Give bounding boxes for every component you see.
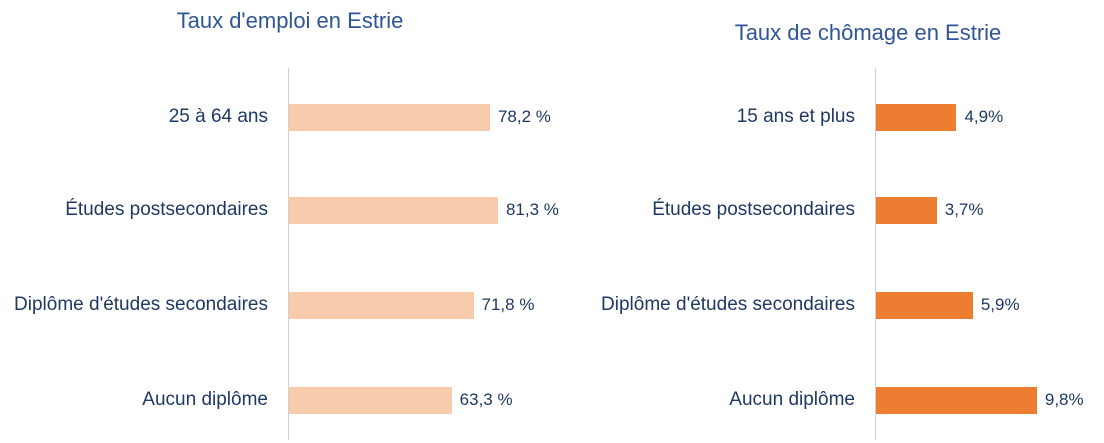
label-text: 15 ans et plus	[736, 106, 855, 127]
category-label: 15 ans et plus	[575, 105, 855, 129]
value-label: 71,8 %	[481, 295, 535, 314]
category-label: Études postsecondaires	[0, 198, 268, 222]
bar	[289, 386, 452, 414]
bar	[289, 196, 498, 224]
value-label: 78,2 %	[497, 107, 551, 126]
label-text: Diplôme d'études secondaires	[14, 294, 268, 315]
value-label: 81,3 %	[505, 200, 559, 219]
bar	[289, 291, 474, 319]
category-label: Diplôme d'études secondaires	[575, 293, 855, 317]
value-label: 9,8%	[1044, 390, 1084, 409]
axis-line	[288, 68, 289, 440]
value-label: 5,9%	[980, 295, 1020, 314]
chart-title: Taux de chômage en Estrie	[734, 20, 1002, 45]
label-text: Diplôme d'études secondaires	[601, 294, 855, 315]
chart-title: Taux d'emploi en Estrie	[176, 8, 404, 33]
category-label: Diplôme d'études secondaires	[0, 293, 268, 317]
category-label: Aucun diplôme	[0, 388, 268, 412]
label-text: Études postsecondaires	[65, 199, 268, 220]
category-label: Aucun diplôme	[575, 388, 855, 412]
value-label: 3,7%	[944, 200, 984, 219]
bar	[876, 291, 973, 319]
bar	[289, 103, 490, 131]
value-label: 63,3 %	[459, 390, 513, 409]
category-label: 25 à 64 ans	[0, 105, 268, 129]
label-text: Aucun diplôme	[729, 389, 855, 410]
label-text: Études postsecondaires	[652, 199, 855, 220]
value-label: 4,9%	[964, 107, 1004, 126]
label-text: Aucun diplôme	[142, 389, 268, 410]
bar	[876, 196, 937, 224]
category-label: Études postsecondaires	[575, 198, 855, 222]
bar	[876, 386, 1037, 414]
label-text: 25 à 64 ans	[168, 106, 268, 127]
bar	[876, 103, 957, 131]
axis-line	[875, 68, 876, 440]
